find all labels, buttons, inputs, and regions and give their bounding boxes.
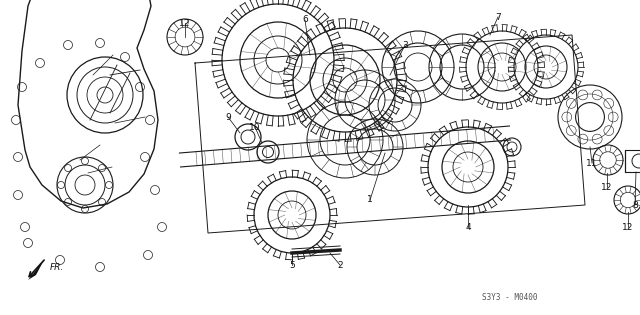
Text: 8: 8 xyxy=(632,201,638,209)
Text: 10: 10 xyxy=(249,123,260,131)
Text: 12: 12 xyxy=(602,182,612,192)
Text: FR.: FR. xyxy=(50,264,64,272)
Text: S3Y3 - M0400: S3Y3 - M0400 xyxy=(483,293,538,301)
Text: 3: 3 xyxy=(402,41,408,49)
Text: 7: 7 xyxy=(495,13,501,21)
Polygon shape xyxy=(28,260,44,280)
Text: 12: 12 xyxy=(622,222,634,232)
Text: 4: 4 xyxy=(465,222,471,232)
Text: 1: 1 xyxy=(367,196,373,204)
Text: 5: 5 xyxy=(289,261,295,270)
Text: 9: 9 xyxy=(225,112,231,122)
Text: 12: 12 xyxy=(179,19,191,27)
Text: 11: 11 xyxy=(586,158,598,168)
Text: 2: 2 xyxy=(337,261,343,270)
Text: 6: 6 xyxy=(302,15,308,25)
